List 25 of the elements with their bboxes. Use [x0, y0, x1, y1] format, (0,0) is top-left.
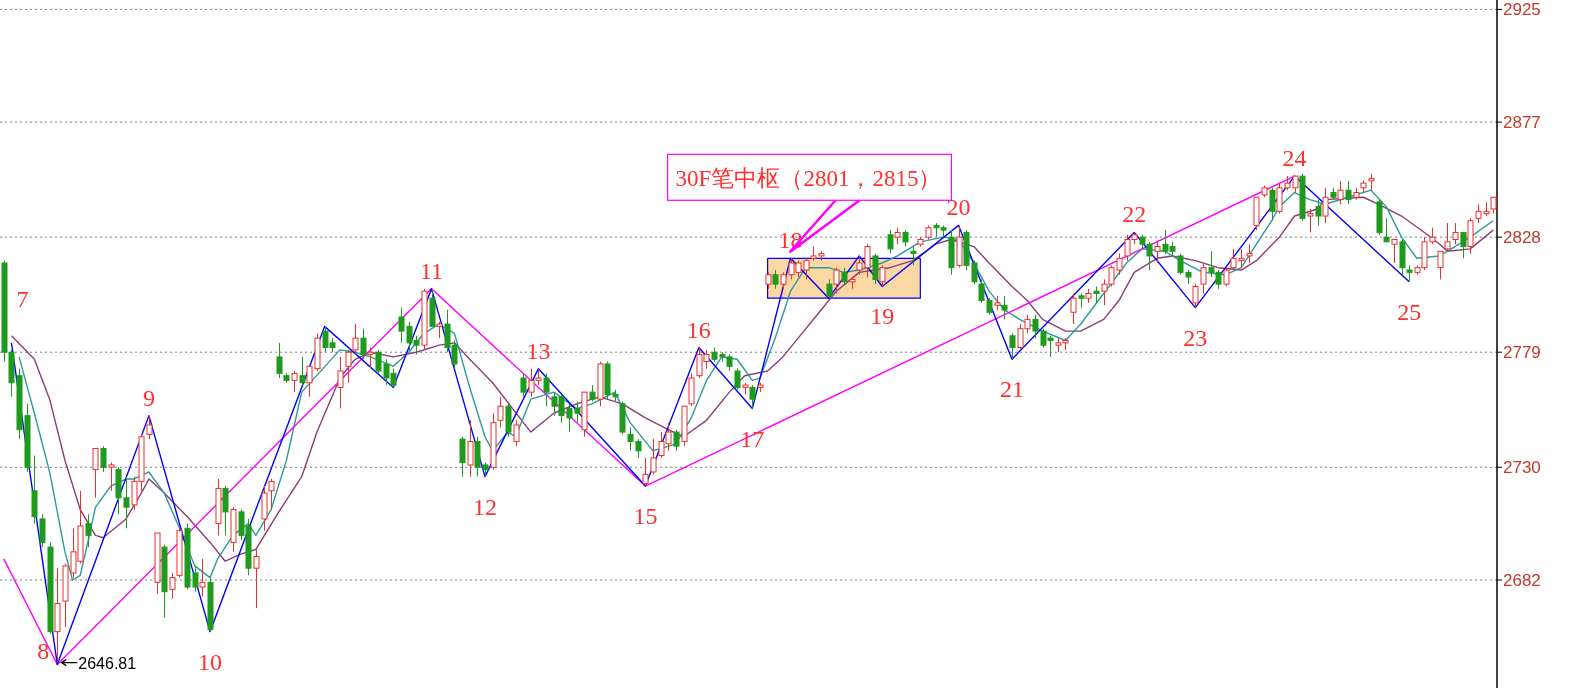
annotation: 9	[142, 384, 155, 411]
annotation: 20	[946, 194, 971, 221]
annotation: 8	[37, 637, 50, 664]
annotation: 12	[473, 493, 497, 520]
annotation: 25	[1397, 298, 1422, 325]
annotation: 7	[16, 285, 29, 312]
y-tick-label: 2828	[1503, 228, 1541, 248]
annotation: 21	[1000, 376, 1024, 403]
annotation: 23	[1183, 324, 1208, 351]
annotation: 30F笔中枢（2801，2815）	[675, 166, 942, 192]
annotation: 19	[870, 303, 895, 330]
annotation: 13	[526, 337, 551, 364]
annotation: 10	[198, 648, 223, 675]
annotation: 15	[633, 503, 658, 530]
annotation: 16	[686, 316, 711, 343]
y-tick-label: 2925	[1503, 0, 1541, 20]
y-tick-label: 2877	[1503, 113, 1541, 133]
y-tick-label: 2730	[1503, 458, 1541, 478]
annotation: 22	[1122, 201, 1147, 228]
y-tick-label: 2682	[1503, 570, 1541, 590]
price-tag: 2646.81	[60, 654, 137, 672]
annotation: 24	[1282, 145, 1307, 172]
annotation: 11	[419, 257, 444, 284]
annotation: 2646.81	[78, 654, 137, 672]
y-tick-label: 2779	[1503, 343, 1541, 363]
